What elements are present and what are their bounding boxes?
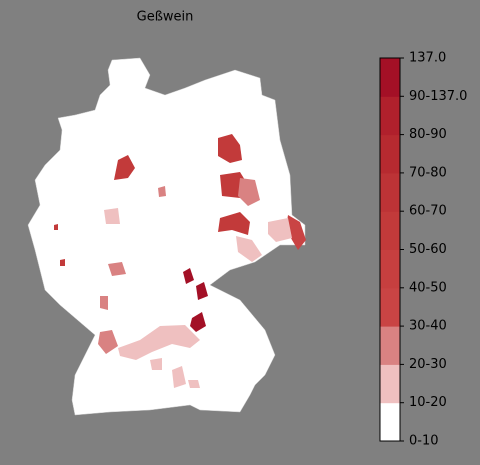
region: [158, 186, 166, 197]
colorbar-segment: [380, 287, 400, 327]
region: [183, 268, 194, 284]
colorbar-segment: [380, 134, 400, 174]
colorbar-segment: [380, 402, 400, 442]
region: [114, 155, 135, 180]
colorbar-label: 90-137.0: [409, 89, 467, 104]
germany-map: [27, 57, 306, 416]
region: [104, 208, 120, 224]
country-outline: [27, 57, 306, 416]
colorbar-segment: [380, 249, 400, 289]
region: [196, 282, 208, 300]
colorbar-segment: [380, 58, 400, 97]
colorbar-label: 137.0: [409, 51, 446, 66]
colorbar-segment: [380, 96, 400, 136]
region: [54, 224, 58, 230]
colorbar-label: 80-90: [409, 127, 447, 142]
region: [172, 366, 186, 388]
colorbar-label: 20-30: [409, 357, 447, 372]
region: [108, 262, 126, 276]
region: [238, 178, 260, 206]
region: [98, 330, 118, 354]
colorbar-label: 10-20: [409, 395, 447, 410]
region: [188, 380, 200, 388]
map-title: Geßwein: [137, 10, 194, 25]
region: [268, 218, 292, 242]
colorbar-label: 0-10: [409, 434, 439, 449]
region: [218, 212, 250, 235]
region: [150, 358, 162, 370]
region: [60, 259, 65, 266]
colorbar-segment: [380, 364, 400, 404]
region: [100, 296, 108, 310]
region: [218, 134, 242, 163]
colorbar-segment: [380, 172, 400, 212]
colorbar: 0-10 10-20 20-30 30-40 40-50 50-60 60-70 70-80 8…: [379, 51, 467, 449]
region: [286, 215, 306, 250]
colorbar-segment: [380, 211, 400, 250]
region: [118, 325, 200, 360]
colorbar-label: 60-70: [409, 204, 447, 219]
colorbar-label: 30-40: [409, 319, 447, 334]
colorbar-label: 70-80: [409, 165, 447, 180]
region: [190, 312, 206, 332]
colorbar-label: 40-50: [409, 280, 447, 295]
colorbar-segment: [380, 326, 400, 365]
colorbar-label: 50-60: [409, 242, 447, 257]
region: [236, 236, 262, 262]
